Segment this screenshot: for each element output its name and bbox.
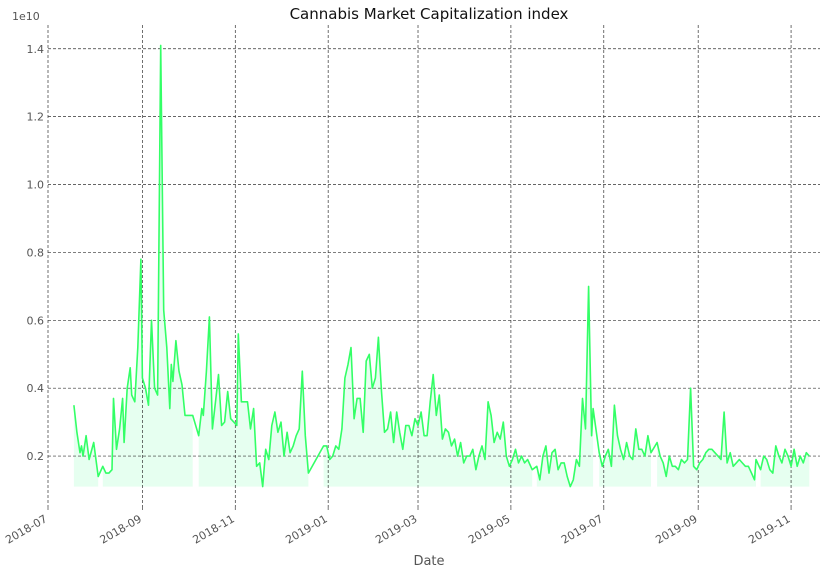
area-fill-segment [536, 286, 594, 487]
area-fill-segment [198, 316, 309, 487]
x-axis-ticks: 2018-07 2018-09 2018-11 2019-01 2019-03 2019-… [3, 507, 793, 547]
y-tick-label: 0.4 [27, 382, 45, 395]
x-tick-label: 2018-09 [98, 512, 144, 546]
area-fill-segment [73, 405, 99, 487]
area-fill-segment [599, 405, 651, 487]
y-tick-label: 1.4 [27, 43, 45, 56]
x-tick-label: 2019-05 [466, 512, 512, 546]
y-tick-label: 0.2 [27, 450, 45, 463]
y-tick-label: 0.8 [27, 246, 45, 259]
y-tick-label: 1.0 [27, 179, 45, 192]
area-fill-segment [657, 388, 756, 487]
series-line [73, 44, 810, 488]
gridlines [47, 25, 820, 507]
x-tick-label: 2019-03 [373, 512, 419, 546]
x-tick-label: 2019-11 [746, 512, 792, 546]
series-lines [73, 44, 810, 488]
area-fill-segment [102, 45, 193, 487]
x-tick-label: 2018-11 [190, 512, 236, 546]
y-axis-scale-label: 1e10 [12, 10, 40, 23]
x-tick-label: 2019-09 [653, 512, 699, 546]
x-tick-label: 2018-07 [3, 512, 49, 546]
area-fill-segment [760, 445, 810, 487]
x-axis-label: Date [413, 554, 444, 569]
chart-title: Cannabis Market Capitalization index [290, 5, 569, 23]
x-tick-label: 2019-07 [559, 512, 605, 546]
y-axis-ticks: 0.2 0.4 0.6 0.8 1.0 1.2 1.4 [27, 43, 45, 463]
y-tick-label: 0.6 [27, 314, 45, 327]
x-tick-label: 2019-01 [283, 512, 329, 546]
y-tick-label: 1.2 [27, 111, 45, 124]
